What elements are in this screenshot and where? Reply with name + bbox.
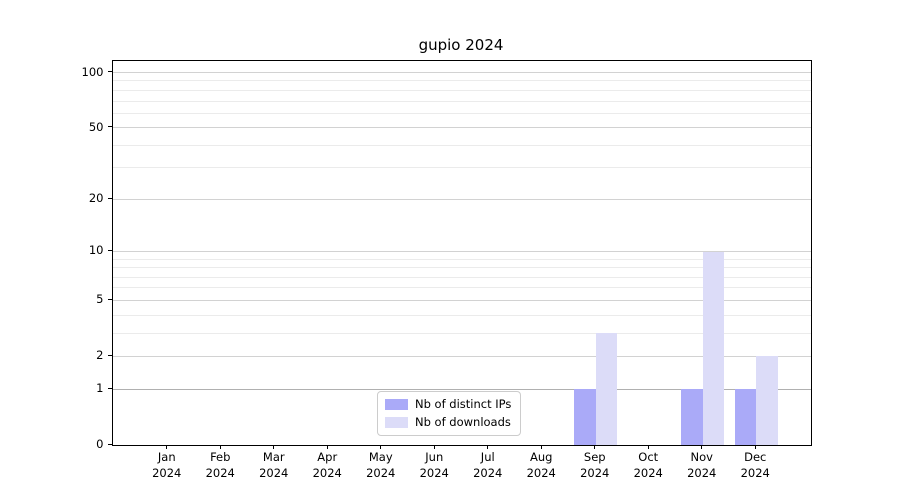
x-tick-label-apr: Apr 2024 [312, 450, 342, 480]
legend-swatch-downloads-icon [385, 417, 408, 428]
y-tick-label-100: 100 [81, 64, 104, 79]
bar-dec-distinct-ips [734, 389, 757, 445]
minor-gridline [113, 276, 811, 278]
x-tick-label-mar: Mar 2024 [259, 450, 289, 480]
x-tick-mark [433, 445, 435, 449]
x-tick-label-jun: Jun 2024 [419, 450, 449, 480]
y-tick-label-50: 50 [88, 119, 104, 134]
minor-gridline [113, 167, 811, 169]
y-tick-mark [107, 197, 112, 199]
legend: Nb of distinct IPs Nb of downloads [377, 391, 522, 436]
bar-nov-downloads [702, 251, 725, 445]
y-tick-label-0: 0 [96, 437, 104, 451]
x-tick-mark [540, 445, 542, 449]
y-tick-label-5: 5 [96, 292, 104, 307]
x-tick-mark [487, 445, 489, 449]
y-tick-label-1: 1 [96, 381, 104, 396]
minor-gridline [113, 314, 811, 316]
plot-area [112, 60, 812, 446]
minor-gridline [113, 258, 811, 260]
x-tick-mark [326, 445, 328, 449]
gridline-y-100 [113, 72, 811, 74]
x-tick-mark [166, 445, 168, 449]
x-tick-label-sep: Sep 2024 [580, 450, 610, 480]
x-tick-label-dec: Dec 2024 [740, 450, 770, 480]
x-tick-mark [754, 445, 756, 449]
x-tick-label-jan: Jan 2024 [152, 450, 182, 480]
x-tick-label-aug: Aug 2024 [526, 450, 556, 480]
x-tick-label-jul: Jul 2024 [473, 450, 503, 480]
gridline-y-10 [113, 250, 811, 252]
gridline-y-1 [113, 388, 811, 390]
minor-gridline [113, 100, 811, 102]
y-tick-label-2: 2 [96, 348, 104, 363]
minor-gridline [113, 144, 811, 146]
legend-item-distinct-ips: Nb of distinct IPs [385, 397, 511, 412]
x-tick-mark [380, 445, 382, 449]
y-tick-mark [107, 126, 112, 128]
y-tick-mark [107, 387, 112, 389]
y-tick-mark [107, 298, 112, 301]
bar-sep-downloads [595, 333, 618, 445]
x-tick-mark [594, 445, 596, 449]
x-tick-label-oct: Oct 2024 [633, 450, 663, 480]
x-tick-label-may: May 2024 [366, 450, 396, 480]
minor-gridline [113, 287, 811, 289]
gridline-y-5 [113, 299, 811, 301]
legend-label-downloads: Nb of downloads [415, 415, 511, 429]
x-tick-mark [273, 445, 275, 449]
x-tick-label-nov: Nov 2024 [687, 450, 717, 480]
bar-sep-distinct-ips [574, 389, 596, 445]
gridline-y-50 [113, 127, 811, 129]
y-tick-label-20: 20 [88, 191, 104, 206]
minor-gridline [113, 332, 811, 334]
x-tick-mark [219, 445, 221, 449]
legend-label-distinct-ips: Nb of distinct IPs [415, 397, 512, 411]
legend-item-downloads: Nb of downloads [385, 415, 511, 430]
y-tick-mark [107, 354, 112, 357]
y-tick-mark [107, 443, 112, 445]
y-tick-mark [107, 249, 112, 252]
chart-title: gupio 2024 [418, 36, 504, 54]
bar-nov-distinct-ips [681, 389, 703, 445]
minor-gridline [113, 89, 811, 91]
y-tick-label-10: 10 [88, 243, 104, 258]
minor-gridline [113, 112, 811, 114]
gridline-y-2 [113, 355, 811, 357]
y-tick-mark [107, 71, 112, 73]
minor-gridline [113, 80, 811, 82]
x-tick-mark [647, 445, 649, 449]
legend-swatch-distinct-ips-icon [385, 399, 408, 410]
x-tick-label-feb: Feb 2024 [205, 450, 235, 480]
gridline-y-20 [113, 198, 811, 200]
minor-gridline [113, 267, 811, 269]
x-tick-mark [701, 445, 703, 449]
bar-dec-downloads [756, 356, 778, 445]
